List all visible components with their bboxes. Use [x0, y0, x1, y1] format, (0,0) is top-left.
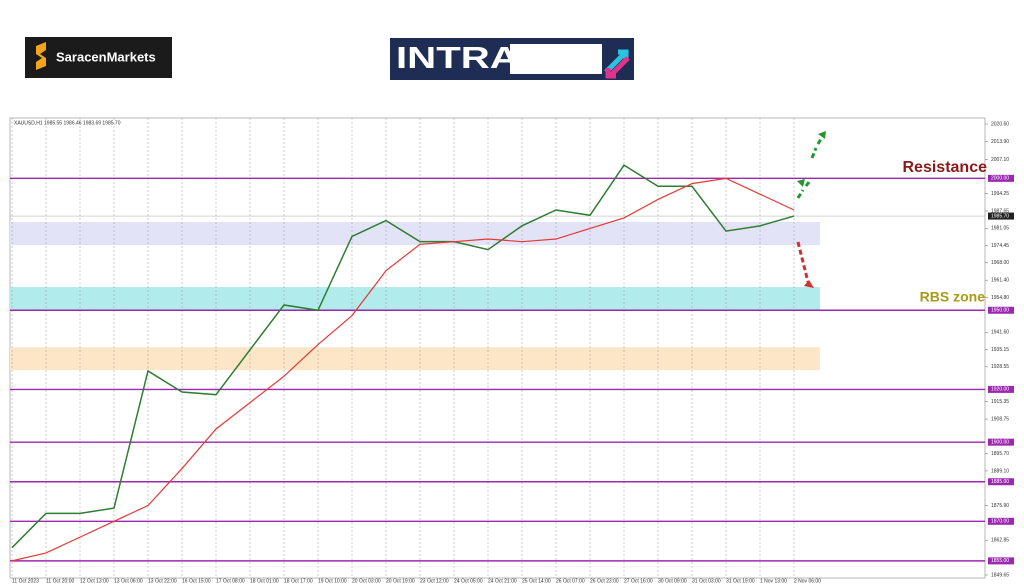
x-tick-label: 11 Oct 2023 — [12, 578, 39, 584]
last-price-label: 1985.70 — [991, 213, 1009, 219]
level-label: 2000.00 — [991, 176, 1009, 182]
x-tick-label: 2 Nov 06:00 — [794, 578, 821, 584]
y-tick-label: 1968.00 — [991, 260, 1009, 266]
y-tick-label: 1961.40 — [991, 278, 1009, 284]
level-tag — [988, 517, 1014, 525]
x-tick-label: 13 Oct 06:00 — [114, 578, 143, 584]
level-label: 1900.00 — [991, 439, 1009, 445]
arrow-down — [796, 241, 810, 283]
brand-icon — [36, 42, 46, 70]
last-price-tag — [988, 212, 1014, 220]
y-tick-label: 2013.90 — [991, 139, 1009, 145]
level-tag — [988, 306, 1014, 314]
level-label: 1950.00 — [991, 308, 1009, 314]
y-tick-label: 1928.55 — [991, 364, 1009, 370]
y-tick-label: 1875.90 — [991, 503, 1009, 509]
y-tick-label: 1849.65 — [991, 572, 1009, 578]
level-tag — [988, 478, 1014, 486]
x-tick-label: 24 Oct 05:00 — [454, 578, 483, 584]
x-tick-label: 17 Oct 08:00 — [216, 578, 245, 584]
x-tick-label: 20 Oct 19:00 — [386, 578, 415, 584]
x-tick-label: 20 Oct 03:00 — [352, 578, 381, 584]
y-tick-label: 1987.65 — [991, 208, 1009, 214]
x-tick-label: 16 Oct 15:00 — [182, 578, 211, 584]
x-tick-label: 27 Oct 16:00 — [624, 578, 653, 584]
x-tick-label: 1 Nov 13:00 — [760, 578, 787, 584]
annotation-rbs: RBS zone — [920, 289, 986, 305]
arrow-head — [797, 179, 805, 187]
x-tick-label: 13 Oct 22:00 — [148, 578, 177, 584]
x-tick-label: 24 Oct 21:00 — [488, 578, 517, 584]
y-tick-label: 1981.05 — [991, 226, 1009, 232]
zone — [10, 347, 820, 371]
level-label: 1885.00 — [991, 479, 1009, 485]
y-tick-label: 1974.45 — [991, 243, 1009, 249]
level-tag — [988, 174, 1014, 182]
y-tick-label: 1889.10 — [991, 468, 1009, 474]
y-tick-label: 1941.60 — [991, 330, 1009, 336]
x-tick-label: 26 Oct 23:00 — [590, 578, 619, 584]
arrow-up-short — [796, 181, 811, 199]
level-tag — [988, 557, 1014, 565]
annotation-resistance: Resistance — [903, 159, 988, 176]
y-tick-label: 1908.75 — [991, 416, 1009, 422]
y-tick-label: 1954.80 — [991, 295, 1009, 301]
banner-title: INTRADAY — [396, 40, 600, 75]
chart-title: XAUUSD,H1 1985.55 1986.46 1983.69 1985.7… — [14, 120, 121, 126]
level-label: 1870.00 — [991, 519, 1009, 525]
y-tick-label: 1895.70 — [991, 451, 1009, 457]
x-tick-label: 31 Oct 03:00 — [692, 578, 721, 584]
arrow-head — [818, 131, 826, 139]
level-tag — [988, 385, 1014, 393]
plot-area: 11 Oct 2023 11 Oct 20:00 12 Oct 13:00 13 Oc… — [10, 118, 1014, 584]
brand-name: SaracenMarkets — [56, 49, 156, 64]
zone — [10, 221, 820, 246]
y-tick-label: 1862.85 — [991, 538, 1009, 544]
x-tick-label: 19 Oct 10:00 — [318, 578, 347, 584]
x-tick-label: 25 Oct 14:00 — [522, 578, 551, 584]
level-label: 1855.00 — [991, 558, 1009, 564]
y-tick-label: 1935.15 — [991, 347, 1009, 353]
x-tick-label: 18 Oct 17:00 — [284, 578, 313, 584]
banner-arrow-down — [605, 56, 630, 79]
arrow-up-long — [810, 138, 823, 159]
y-tick-label: 2020.60 — [991, 121, 1009, 127]
level-tag — [988, 438, 1014, 446]
moving-average — [11, 177, 795, 562]
x-tick-label: 18 Oct 01:00 — [250, 578, 279, 584]
y-tick-label: 1915.35 — [991, 399, 1009, 405]
zone — [10, 287, 820, 311]
y-tick-label: 1994.25 — [991, 191, 1009, 197]
x-tick-label: 31 Oct 19:00 — [726, 578, 755, 584]
x-tick-label: 12 Oct 13:00 — [80, 578, 109, 584]
y-tick-label: 2007.10 — [991, 157, 1009, 163]
brand-logo — [25, 37, 172, 78]
x-tick-label: 30 Oct 09:00 — [658, 578, 687, 584]
level-label: 1920.00 — [991, 387, 1009, 393]
x-tick-label: 11 Oct 20:00 — [46, 578, 74, 584]
x-tick-label: 26 Oct 07:00 — [556, 578, 585, 584]
arrow-head — [804, 280, 814, 288]
banner-highlight — [510, 44, 602, 74]
x-tick-label: 23 Oct 12:00 — [420, 578, 449, 584]
price-line — [11, 164, 795, 549]
